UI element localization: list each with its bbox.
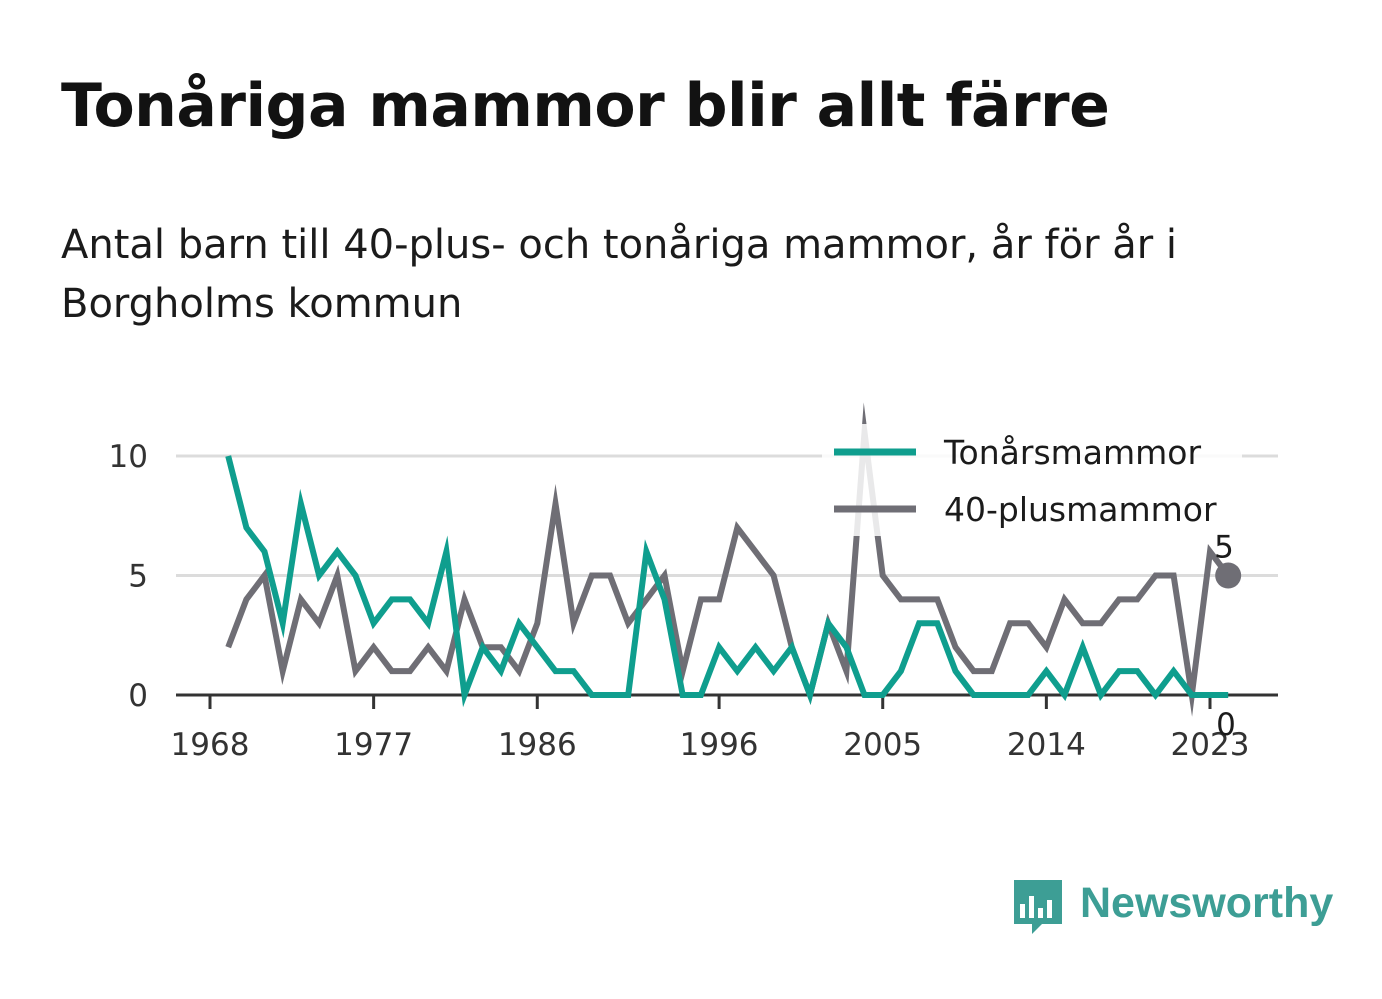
x-tick-label: 2023	[1171, 727, 1250, 763]
y-tick-label: 0	[128, 678, 148, 714]
y-tick-label: 5	[128, 559, 148, 595]
x-axis: 1968 1977 1986 1996 2005 2014 2023	[171, 693, 1278, 763]
x-tick-label: 2014	[1007, 727, 1086, 763]
legend: Tonårsmammor 40-plusmammor	[822, 424, 1242, 536]
legend-label: Tonårsmammor	[943, 433, 1201, 472]
newsworthy-logo: Newsworthy	[1010, 876, 1334, 940]
chart-title: Tonåriga mammor blir allt färre	[61, 71, 1110, 141]
end-label-tonarsmammor: 0	[1216, 707, 1236, 743]
end-labels: 50	[1214, 530, 1242, 743]
x-tick-label: 1968	[171, 727, 250, 763]
series-line-40-plusmammor	[225, 402, 1231, 717]
legend-background	[822, 424, 1242, 536]
series-lines	[225, 402, 1231, 717]
x-tick-label: 1977	[334, 727, 413, 763]
y-axis-ticks: 0 5 10	[109, 439, 148, 714]
series-line-tonarsmammor	[225, 455, 1229, 708]
newsworthy-logo-icon	[1014, 880, 1062, 934]
y-tick-label: 10	[109, 439, 148, 475]
end-label-40-plusmammor: 5	[1214, 530, 1234, 566]
x-tick-label: 1996	[680, 727, 759, 763]
x-tick-label: 1986	[498, 727, 577, 763]
chart-subtitle: Antal barn till 40-plus- och tonåriga ma…	[61, 222, 1178, 327]
brand-name: Newsworthy	[1080, 879, 1334, 927]
x-tick-label: 2005	[843, 727, 922, 763]
legend-label: 40-plusmammor	[944, 490, 1217, 529]
end-point-40-plusmammor	[1215, 562, 1242, 589]
